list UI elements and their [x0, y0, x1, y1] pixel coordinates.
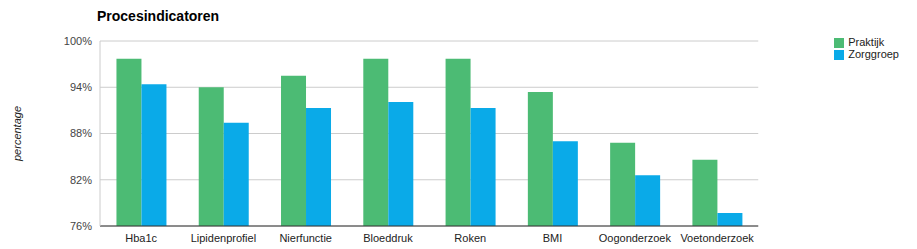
- svg-text:94%: 94%: [70, 81, 92, 93]
- svg-text:100%: 100%: [64, 35, 92, 47]
- svg-text:percentage: percentage: [11, 106, 23, 162]
- svg-text:Hba1c: Hba1c: [125, 232, 157, 244]
- svg-text:82%: 82%: [70, 174, 92, 186]
- svg-text:76%: 76%: [70, 220, 92, 232]
- svg-text:Roken: Roken: [454, 232, 486, 244]
- html-text:Zorggroep: Zorggroep: [848, 48, 899, 61]
- html-text:Procesindicatoren: Procesindicatoren: [97, 8, 220, 24]
- svg-text:88%: 88%: [70, 127, 92, 139]
- svg-text:Lipidenprofiel: Lipidenprofiel: [191, 232, 256, 244]
- svg-text:Voetonderzoek: Voetonderzoek: [680, 232, 754, 244]
- svg-text:Bloeddruk: Bloeddruk: [363, 232, 413, 244]
- svg-text:Oogonderzoek: Oogonderzoek: [599, 232, 672, 244]
- html-text:Praktijk: Praktijk: [848, 36, 885, 48]
- svg-text:Nierfunctie: Nierfunctie: [279, 232, 332, 244]
- svg-text:BMI: BMI: [543, 232, 563, 244]
